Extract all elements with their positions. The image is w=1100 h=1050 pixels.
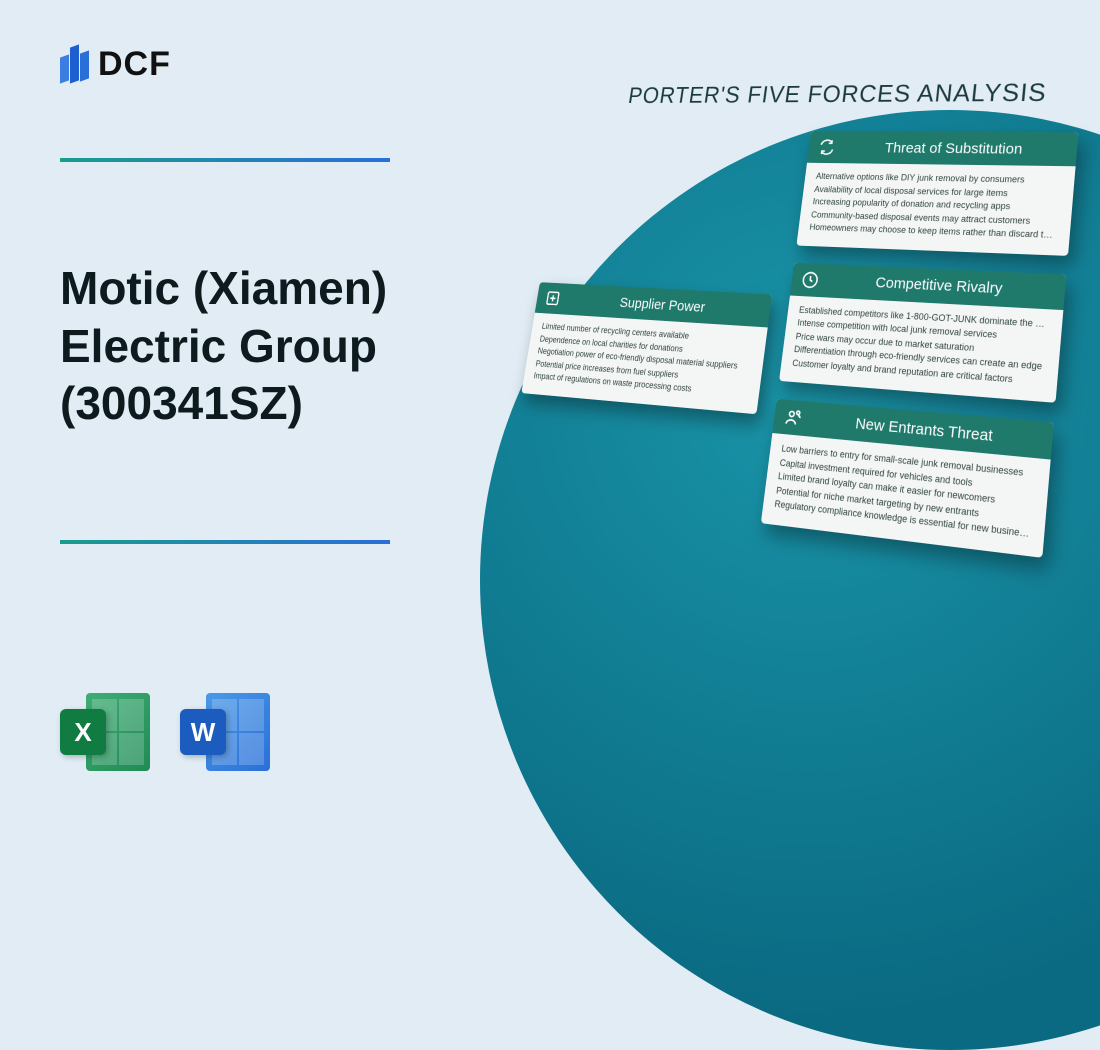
dcf-logo: DCF — [60, 40, 171, 88]
card-title: Threat of Substitution — [844, 139, 1068, 157]
card-supplier-power: Supplier Power Limited number of recycli… — [521, 282, 772, 414]
logo-text: DCF — [98, 45, 171, 84]
supplier-icon — [544, 289, 563, 308]
entrants-icon — [782, 407, 803, 429]
card-substitution: Threat of Substitution Alternative optio… — [796, 131, 1078, 255]
logo-bars-icon — [60, 40, 90, 88]
file-icons: X W — [60, 687, 270, 777]
card-body: Alternative options like DIY junk remova… — [796, 163, 1075, 256]
card-title: Supplier Power — [567, 292, 762, 319]
excel-icon[interactable]: X — [60, 687, 150, 777]
card-title: Competitive Rivalry — [828, 272, 1056, 300]
card-new-entrants: New Entrants Threat Low barriers to entr… — [761, 399, 1054, 557]
substitution-icon — [817, 138, 837, 157]
divider-top — [60, 158, 390, 162]
page-title: Motic (Xiamen) Electric Group (300341SZ) — [60, 260, 490, 433]
excel-badge: X — [60, 709, 106, 755]
divider-bottom — [60, 540, 390, 544]
diagram-title: PORTER'S FIVE FORCES ANALYSIS — [569, 77, 1100, 110]
card-body: Established competitors like 1-800-GOT-J… — [779, 295, 1063, 403]
rivalry-icon — [800, 269, 821, 289]
word-badge: W — [180, 709, 226, 755]
word-icon[interactable]: W — [180, 687, 270, 777]
card-body: Limited number of recycling centers avai… — [521, 313, 767, 414]
porters-diagram: PORTER'S FIVE FORCES ANALYSIS Supplier P… — [481, 77, 1100, 732]
card-competitive-rivalry: Competitive Rivalry Established competit… — [779, 262, 1066, 403]
